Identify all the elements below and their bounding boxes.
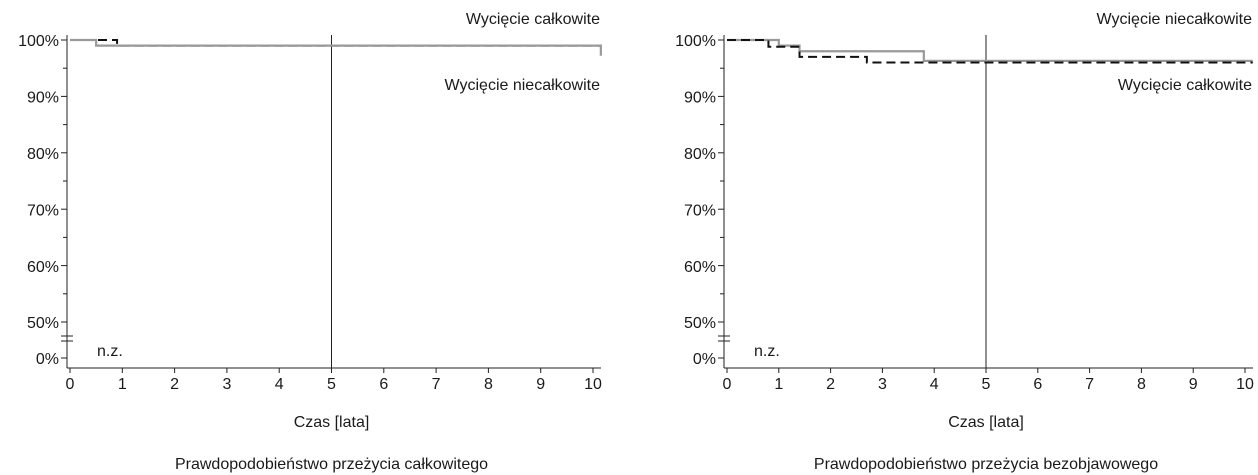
x-axis-label: Czas [lata] bbox=[294, 414, 370, 431]
x-tick-label: 2 bbox=[826, 376, 835, 393]
y-tick-label: 80% bbox=[27, 146, 59, 163]
x-tick-label: 6 bbox=[1033, 376, 1042, 393]
x-tick-label: 10 bbox=[1236, 376, 1254, 393]
y-tick-label: 50% bbox=[684, 315, 716, 332]
y-tick-label: 70% bbox=[684, 202, 716, 219]
y-tick-label: 70% bbox=[27, 202, 59, 219]
y-tick-label: 60% bbox=[684, 259, 716, 276]
x-tick-label: 7 bbox=[1085, 376, 1094, 393]
y-tick-label: 60% bbox=[27, 259, 59, 276]
x-tick-label: 9 bbox=[1189, 376, 1198, 393]
x-tick-label: 3 bbox=[878, 376, 887, 393]
y-tick-label: 90% bbox=[684, 90, 716, 107]
annotation: n.z. bbox=[754, 343, 780, 360]
y-tick-label: 0% bbox=[36, 351, 59, 368]
x-tick-label: 1 bbox=[774, 376, 783, 393]
chart-title: Prawdopodobieństwo przeżycia całkowitego bbox=[175, 456, 488, 473]
x-tick-label: 6 bbox=[379, 376, 388, 393]
series-label: Wycięcie niecałkowite bbox=[445, 77, 601, 94]
x-tick-label: 5 bbox=[327, 376, 336, 393]
x-axis-label: Czas [lata] bbox=[948, 414, 1024, 431]
chart-title: Prawdopodobieństwo przeżycia bezobjawowe… bbox=[814, 456, 1158, 473]
y-tick-label: 50% bbox=[27, 315, 59, 332]
x-tick-label: 8 bbox=[484, 376, 493, 393]
survival-line bbox=[727, 38, 1253, 62]
y-tick-label: 80% bbox=[684, 146, 716, 163]
x-tick-label: 10 bbox=[584, 376, 602, 393]
x-tick-label: 3 bbox=[222, 376, 231, 393]
x-tick-label: 9 bbox=[536, 376, 545, 393]
x-tick-label: 8 bbox=[1137, 376, 1146, 393]
series-label: Wycięcie całkowite bbox=[466, 11, 600, 28]
x-tick-label: 7 bbox=[432, 376, 441, 393]
y-tick-label: 0% bbox=[693, 351, 716, 368]
x-tick-label: 1 bbox=[118, 376, 127, 393]
series-label: Wycięcie całkowite bbox=[1118, 77, 1252, 94]
x-tick-label: 0 bbox=[66, 376, 75, 393]
x-tick-label: 2 bbox=[170, 376, 179, 393]
y-tick-label: 90% bbox=[27, 90, 59, 107]
x-tick-label: 0 bbox=[723, 376, 732, 393]
y-tick-label: 100% bbox=[675, 33, 716, 50]
annotation: n.z. bbox=[97, 343, 123, 360]
series-label: Wycięcie niecałkowite bbox=[1097, 11, 1253, 28]
x-tick-label: 5 bbox=[982, 376, 991, 393]
survival-line bbox=[727, 39, 1253, 64]
x-tick-label: 4 bbox=[275, 376, 284, 393]
y-tick-label: 100% bbox=[18, 33, 59, 50]
survival-line bbox=[70, 38, 602, 56]
x-tick-label: 4 bbox=[930, 376, 939, 393]
